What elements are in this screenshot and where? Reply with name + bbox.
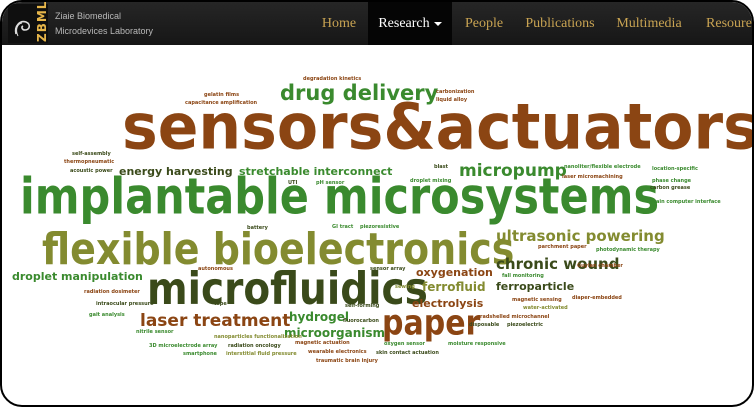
- word-3d-microelectrode-array[interactable]: 3D microelectrode array: [149, 343, 218, 349]
- word-energy-harvesting[interactable]: energy harvesting: [119, 165, 233, 178]
- word-implantable-microsystems[interactable]: implantable microsystems: [20, 168, 660, 226]
- word-capacitance-amplification[interactable]: capacitance amplification: [185, 100, 258, 106]
- word-radiation-dosimeter[interactable]: radiation dosimeter: [84, 289, 140, 295]
- word-nanoparticles-functionalization[interactable]: nanoparticles functionalization: [214, 334, 302, 340]
- word-moisture-responsive[interactable]: moisture responsive: [448, 341, 506, 347]
- word-ultrasonic-powering[interactable]: ultrasonic powering: [496, 227, 665, 245]
- swirl-logo-icon: [14, 20, 31, 37]
- nav-people[interactable]: People: [464, 16, 504, 31]
- word-laser-micromachining[interactable]: laser micromachining: [562, 174, 623, 180]
- lab-name-line2: Microdevices Laboratory: [55, 26, 154, 36]
- word-thermopneumatic[interactable]: thermopneumatic: [64, 159, 115, 165]
- word-sensor-array[interactable]: sensor array: [370, 266, 406, 272]
- word-chronic-wound[interactable]: chronic wound: [496, 255, 620, 273]
- top-navbar: ZBML Ziaie Biomedical Microdevices Labor…: [2, 2, 752, 45]
- word-carbonization[interactable]: carbonization: [436, 89, 475, 95]
- word-gi-tract[interactable]: GI tract: [332, 224, 354, 230]
- word-acoustic-power[interactable]: acoustic power: [70, 168, 113, 174]
- word-electrolysis[interactable]: electrolysis: [412, 297, 484, 310]
- word-radiation-oncology[interactable]: radiation oncology: [228, 343, 281, 349]
- word-nanoliter-flexible-electrode[interactable]: nanoliter/flexible electrode: [564, 164, 641, 170]
- word-oxygen-sensor[interactable]: oxygen sensor: [384, 341, 425, 347]
- word-nitrile-sensor[interactable]: nitrile sensor: [136, 329, 174, 335]
- research-word-cloud: sensors&actuators implantable microsyste…: [2, 45, 752, 405]
- word-paper[interactable]: paper: [382, 303, 481, 344]
- word-uti[interactable]: UTI: [288, 180, 298, 186]
- word-carbon-grease[interactable]: carbon grease: [650, 185, 691, 191]
- word-disposable[interactable]: disposable: [469, 322, 500, 328]
- word-drug-delivery[interactable]: drug delivery: [280, 81, 439, 105]
- word-magnetic-actuation[interactable]: magnetic actuation: [295, 340, 350, 346]
- word-gait-analysis[interactable]: gait analysis: [89, 312, 125, 318]
- word-water-activated[interactable]: water-activated: [523, 305, 568, 311]
- nav-research-label: Research: [378, 16, 430, 31]
- word-location-specific[interactable]: location-specific: [652, 166, 698, 172]
- word-microorganism[interactable]: microorganism: [284, 326, 386, 340]
- word-guylan-chamber[interactable]: Guylan chamber: [577, 263, 623, 269]
- word-traumatic-brain-injury[interactable]: traumatic brain injury: [316, 358, 378, 364]
- word-piezoelectric[interactable]: piezoelectric: [507, 322, 544, 328]
- word-sewing[interactable]: sewing: [395, 284, 415, 290]
- word-laser-treatment[interactable]: laser treatment: [140, 311, 291, 331]
- word-ph-sensor[interactable]: pH sensor: [316, 180, 345, 186]
- word-hydrogel[interactable]: hydrogel: [289, 310, 349, 324]
- word-photodynamic-therapy[interactable]: photodynamic therapy: [596, 247, 660, 253]
- word-blast[interactable]: blast: [434, 164, 449, 170]
- word-self-assembly[interactable]: self-assembly: [72, 151, 111, 157]
- word-gelatin-films[interactable]: gelatin films: [204, 92, 240, 98]
- nav-publications[interactable]: Publications: [525, 16, 595, 31]
- word-brain-computer-interface[interactable]: brain computer interface: [650, 199, 721, 205]
- word-piezoresistive[interactable]: piezoresistive: [360, 224, 400, 230]
- nav-research[interactable]: Research: [368, 2, 452, 45]
- word-smartphone[interactable]: smartphone: [183, 351, 217, 357]
- word-tape[interactable]: tape: [214, 301, 227, 307]
- word-ferrofluid[interactable]: ferrofluid: [422, 280, 486, 294]
- word-micropump[interactable]: micropump: [459, 161, 567, 181]
- word-phase-change[interactable]: phase change: [652, 178, 692, 184]
- word-skin-contact-actuation[interactable]: skin contact actuation: [376, 350, 439, 356]
- word-flexible-bioelectronics[interactable]: flexible bioelectronics: [42, 223, 515, 275]
- lab-logo[interactable]: ZBML: [8, 0, 49, 43]
- word-liquid-alloy[interactable]: liquid alloy: [436, 97, 468, 103]
- word-wearable-electronics[interactable]: wearable electronics: [308, 349, 367, 355]
- word-interstitial-fluid-pressure[interactable]: interstitial fluid pressure: [226, 351, 297, 357]
- word-fall-monitoring[interactable]: fall monitoring: [502, 273, 544, 279]
- word-diaper-embedded[interactable]: diaper-embedded: [572, 295, 622, 301]
- word-battery[interactable]: battery: [247, 225, 268, 231]
- chevron-down-icon: [433, 21, 442, 26]
- word-droplet-manipulation[interactable]: droplet manipulation: [12, 270, 143, 283]
- word-parchment-paper[interactable]: parchment paper: [538, 244, 587, 250]
- word-intraocular-pressure[interactable]: intraocular pressure: [96, 301, 154, 307]
- lab-name-line1: Ziaie Biomedical: [55, 11, 122, 21]
- word-sensors-actuators[interactable]: sensors&actuators: [122, 90, 754, 165]
- word-fluorocarbon[interactable]: fluorocarbon: [343, 318, 379, 324]
- logo-text: ZBML: [35, 0, 49, 42]
- word-self-forming[interactable]: self-forming: [345, 303, 380, 309]
- word-stretchable-interconnect[interactable]: stretchable interconnect: [239, 165, 393, 178]
- nav-home[interactable]: Home: [321, 16, 357, 31]
- word-magnetic-sensing[interactable]: magnetic sensing: [512, 297, 562, 303]
- word-radshelled-microchannel[interactable]: radshelled microchannel: [480, 314, 550, 320]
- word-degradation-kinetics[interactable]: degradation kinetics: [303, 76, 362, 82]
- word-microfluidics[interactable]: microfluidics: [147, 263, 428, 316]
- word-oxygenation[interactable]: oxygenation: [416, 266, 493, 279]
- word-ferroparticle[interactable]: ferroparticle: [496, 280, 575, 293]
- nav-multimedia[interactable]: Multimedia: [616, 16, 682, 31]
- word-autonomous[interactable]: autonomous: [198, 266, 233, 272]
- word-droplet-mixing[interactable]: droplet mixing: [410, 178, 452, 184]
- nav-resources[interactable]: Resoure: [706, 16, 752, 31]
